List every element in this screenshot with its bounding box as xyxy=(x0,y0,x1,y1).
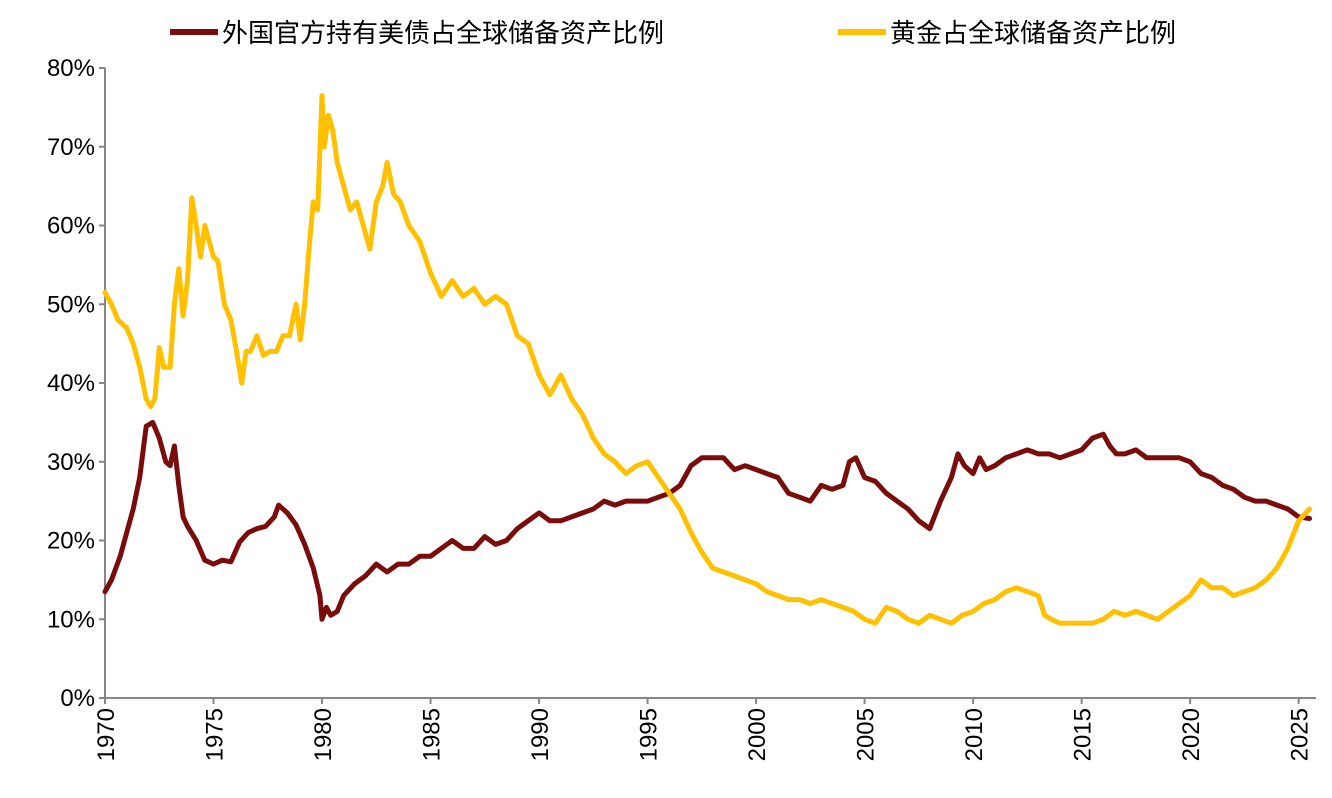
x-tick-label: 1995 xyxy=(636,708,663,761)
y-ticks: 0% 10% 20% 30% 40% 50% 60% 70% 80% xyxy=(47,55,105,712)
series-line-gold xyxy=(102,93,1312,626)
x-tick-label: 2005 xyxy=(853,708,880,761)
x-tick-label: 2025 xyxy=(1287,708,1314,761)
x-ticks: 1970 1975 1980 1985 1990 1995 2000 2005 2010 2015… xyxy=(93,698,1314,761)
y-tick-label: 30% xyxy=(47,449,95,476)
x-tick-label: 1970 xyxy=(93,708,120,761)
x-tick-label: 2010 xyxy=(961,708,988,761)
legend-label-treasuries: 外国官方持有美债占全球储备资产比例 xyxy=(222,19,664,49)
x-tick-label: 1975 xyxy=(202,708,229,761)
y-tick-label: 50% xyxy=(47,291,95,318)
y-tick-label: 10% xyxy=(47,606,95,633)
series-group xyxy=(102,93,1312,626)
x-tick-label: 2000 xyxy=(744,708,771,761)
y-tick-label: 70% xyxy=(47,134,95,161)
legend: 外国官方持有美债占全球储备资产比例 黄金占全球储备资产比例 xyxy=(170,19,1176,49)
y-tick-label: 20% xyxy=(47,528,95,555)
y-tick-label: 80% xyxy=(47,55,95,82)
x-tick-label: 1985 xyxy=(419,708,446,761)
y-tick-label: 40% xyxy=(47,370,95,397)
y-tick-label: 60% xyxy=(47,213,95,240)
x-tick-label: 1980 xyxy=(310,708,337,761)
x-tick-label: 2020 xyxy=(1178,708,1205,761)
legend-label-gold: 黄金占全球储备资产比例 xyxy=(890,19,1176,49)
y-tick-label: 0% xyxy=(60,685,95,712)
x-tick-label: 2015 xyxy=(1070,708,1097,761)
axes xyxy=(104,68,1316,699)
series-line-treasuries xyxy=(102,419,1312,622)
x-tick-label: 1990 xyxy=(527,708,554,761)
